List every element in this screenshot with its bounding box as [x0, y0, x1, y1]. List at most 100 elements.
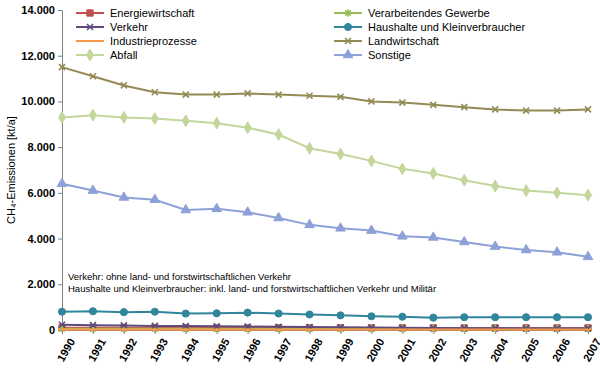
legend-marker — [343, 49, 353, 57]
y-tick-label: 0 — [49, 324, 55, 336]
x-tick-label: 1999 — [333, 336, 356, 363]
series-marker — [460, 329, 468, 331]
series-marker — [492, 314, 499, 321]
legend-marker — [345, 38, 351, 44]
legend-item: Verarbeitendes Gewerbe — [334, 7, 490, 19]
series-marker — [553, 314, 560, 321]
series-marker — [120, 112, 127, 124]
legend-label: Landwirtschaft — [368, 35, 439, 47]
series-marker — [306, 311, 313, 318]
x-tick: 2000 — [364, 330, 387, 364]
series-marker — [430, 325, 436, 331]
series-marker — [58, 329, 66, 331]
series-marker — [368, 324, 374, 330]
series-marker — [90, 73, 96, 79]
series-marker — [58, 308, 65, 315]
series-group — [57, 64, 593, 332]
plot: 02.0004.0006.0008.00010.00012.00014.0001… — [21, 4, 600, 363]
series-marker — [120, 329, 128, 331]
y-tick: 10.000 — [21, 95, 62, 107]
series — [59, 64, 591, 113]
y-tick-label: 6.000 — [27, 187, 55, 199]
x-tick: 2007 — [581, 330, 600, 364]
x-tick: 1991 — [86, 330, 109, 364]
series-marker — [306, 142, 313, 154]
series-marker — [368, 313, 375, 320]
x-tick: 1990 — [55, 330, 78, 364]
series-marker — [337, 329, 345, 331]
series-marker — [368, 155, 375, 167]
x-tick-label: 2004 — [488, 336, 511, 364]
y-tick-mark — [58, 56, 62, 57]
series-line — [62, 67, 588, 110]
annotations: Verkehr: ohne land- und forstwirtschaftl… — [68, 271, 436, 294]
series-marker — [554, 187, 561, 199]
x-tick: 1995 — [209, 330, 232, 364]
legend-label: Energiewirtschaft — [110, 7, 194, 19]
legend-item: Sonstige — [334, 49, 411, 61]
legend-item: Landwirtschaft — [334, 35, 439, 47]
x-tick: 2004 — [488, 330, 511, 364]
series-marker — [337, 148, 344, 160]
series-marker — [492, 106, 498, 112]
x-tick: 1993 — [147, 330, 170, 364]
series — [59, 109, 592, 201]
series-marker — [244, 329, 252, 331]
series-marker — [337, 94, 343, 100]
annotation: Haushalte und Kleinverbraucher: inkl. la… — [68, 283, 436, 294]
series-marker — [120, 309, 127, 316]
legend-label: Verarbeitendes Gewerbe — [368, 7, 490, 19]
x-tick-label: 1990 — [55, 336, 78, 363]
y-tick-mark — [58, 239, 62, 240]
legend: EnergiewirtschaftVerarbeitendes GewerbeV… — [76, 7, 525, 61]
chart: 02.0004.0006.0008.00010.00012.00014.0001… — [0, 0, 600, 384]
y-tick-label: 2.000 — [27, 278, 55, 290]
series-marker — [213, 117, 220, 129]
legend-marker — [344, 9, 352, 17]
series-marker — [121, 82, 127, 88]
legend-marker — [87, 24, 93, 30]
series-marker — [182, 115, 189, 127]
series-marker — [244, 122, 251, 134]
series-marker — [336, 223, 346, 231]
x-axis: 1990199119921993199419951996199719981999… — [55, 330, 600, 364]
legend-item: Industrieprozesse — [76, 35, 197, 47]
series-line — [62, 329, 588, 331]
series-line — [62, 325, 588, 329]
series-marker — [307, 93, 313, 99]
y-tick: 2.000 — [27, 278, 62, 290]
series-marker — [399, 325, 405, 331]
y-tick: 14.000 — [21, 4, 62, 16]
y-tick-mark — [58, 10, 62, 11]
y-tick: 6.000 — [27, 187, 62, 199]
series — [59, 322, 591, 332]
series-line — [62, 184, 588, 257]
series-marker — [399, 100, 405, 106]
x-axis-line — [63, 330, 589, 331]
x-tick: 1999 — [333, 330, 356, 364]
series-marker — [275, 129, 282, 141]
series-marker — [583, 251, 593, 259]
series-marker — [553, 329, 561, 331]
series-marker — [182, 310, 189, 317]
y-tick-label: 8.000 — [27, 141, 55, 153]
legend-swatch — [76, 40, 104, 42]
series-marker — [337, 324, 343, 330]
series-marker — [585, 189, 592, 201]
y-tick-mark — [58, 101, 62, 102]
series-marker — [275, 329, 283, 331]
series-marker — [491, 329, 499, 331]
series-marker — [90, 109, 97, 121]
series-marker — [121, 322, 127, 328]
series-marker — [213, 329, 221, 331]
series-marker — [182, 329, 190, 331]
y-tick-mark — [58, 284, 62, 285]
series-marker — [183, 323, 189, 329]
series — [58, 325, 592, 333]
series-marker — [59, 322, 65, 328]
series-marker — [183, 92, 189, 98]
series-marker — [461, 174, 468, 186]
x-tick-label: 2006 — [550, 336, 573, 363]
series-marker — [119, 192, 129, 200]
series-marker — [152, 323, 158, 329]
